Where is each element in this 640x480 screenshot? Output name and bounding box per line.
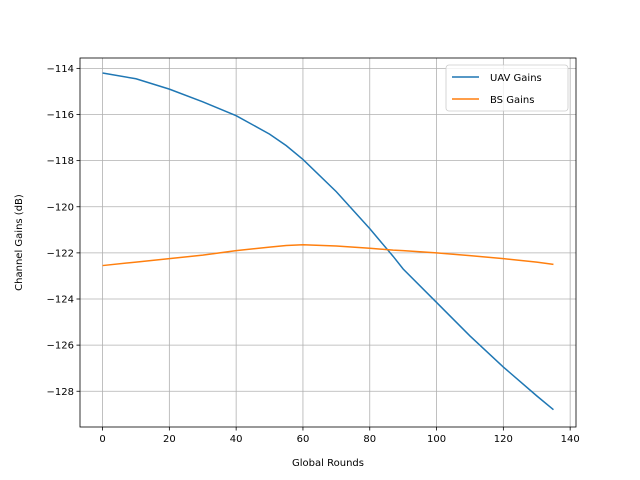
x-tick-label: 20: [163, 434, 176, 445]
y-axis-label: Channel Gains (dB): [14, 194, 25, 291]
x-tick-label: 40: [230, 434, 243, 445]
y-tick-label: −128: [47, 387, 74, 398]
y-tick-label: −116: [47, 110, 74, 121]
series-line-0: [102, 72, 554, 411]
series-lines: [102, 72, 554, 411]
x-tick-label: 60: [297, 434, 310, 445]
x-axis-ticks: 0 20 40 60 80 100 120 140: [99, 427, 580, 445]
grid-lines: [80, 58, 576, 427]
x-tick-label: 100: [427, 434, 446, 445]
y-tick-label: −126: [47, 341, 74, 352]
y-tick-label: −118: [47, 156, 74, 167]
legend: UAV Gains BS Gains: [445, 64, 569, 112]
y-axis-ticks: −128 −126 −124 −122 −120 −118 −116 −114: [47, 64, 80, 398]
x-axis-label: Global Rounds: [292, 458, 364, 469]
y-tick-label: −114: [47, 64, 74, 75]
legend-entry-label: BS Gains: [490, 95, 534, 106]
legend-entry-label: UAV Gains: [490, 73, 542, 84]
y-tick-label: −120: [47, 202, 74, 213]
x-tick-label: 140: [561, 434, 580, 445]
y-tick-label: −124: [47, 295, 74, 306]
y-tick-label: −122: [47, 248, 74, 259]
x-tick-label: 80: [363, 434, 376, 445]
x-tick-label: 120: [494, 434, 513, 445]
plot-frame: [79, 57, 577, 428]
series-line-1: [102, 244, 554, 267]
x-tick-label: 0: [99, 434, 105, 445]
